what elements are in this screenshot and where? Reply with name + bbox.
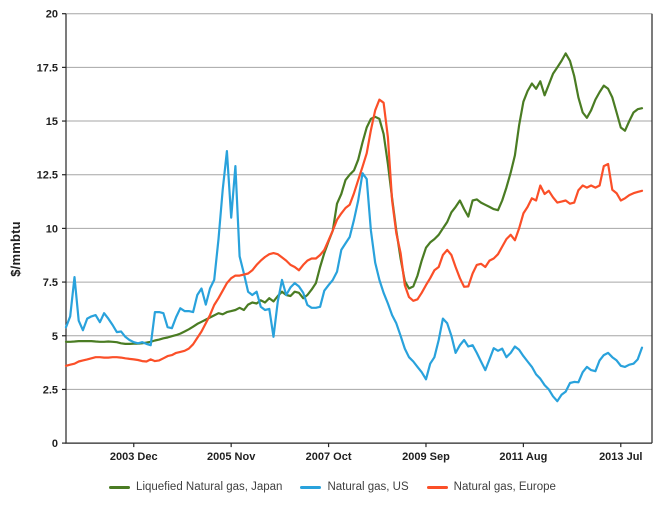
svg-text:15: 15 [46,116,58,128]
chart-legend: Liquefied Natural gas, Japan Natural gas… [0,481,665,493]
svg-text:2.5: 2.5 [43,384,58,396]
svg-text:10: 10 [46,223,58,235]
plot-area: 0 2.5 5 7.5 10 12.5 15 17.5 20 2003 Dec 2005 Nov 20… [37,9,653,463]
svg-text:12.5: 12.5 [37,170,58,182]
legend-label-europe: Natural gas, Europe [453,481,556,493]
svg-text:0: 0 [52,438,58,450]
svg-text:2003 Dec: 2003 Dec [110,451,158,463]
legend-label-japan: Liquefied Natural gas, Japan [136,481,283,493]
svg-text:2007 Oct: 2007 Oct [306,451,352,463]
svg-text:2011 Aug: 2011 Aug [499,451,547,463]
svg-text:2009 Sep: 2009 Sep [402,451,450,463]
legend-line-europe-icon [426,485,448,489]
legend-item-europe: Natural gas, Europe [426,481,556,493]
svg-text:20: 20 [46,9,58,21]
svg-text:5: 5 [52,331,58,343]
legend-line-us-icon [300,485,322,489]
y-axis-title: $/mmbtu [8,221,23,277]
legend-line-japan-icon [109,485,131,489]
svg-text:7.5: 7.5 [43,277,58,289]
svg-text:17.5: 17.5 [37,62,58,74]
legend-label-us: Natural gas, US [327,481,409,493]
svg-text:2005 Nov: 2005 Nov [207,451,256,463]
legend-item-japan: Liquefied Natural gas, Japan [109,481,282,493]
legend-item-us: Natural gas, US [300,481,409,493]
svg-text:2013 Jul: 2013 Jul [599,451,642,463]
